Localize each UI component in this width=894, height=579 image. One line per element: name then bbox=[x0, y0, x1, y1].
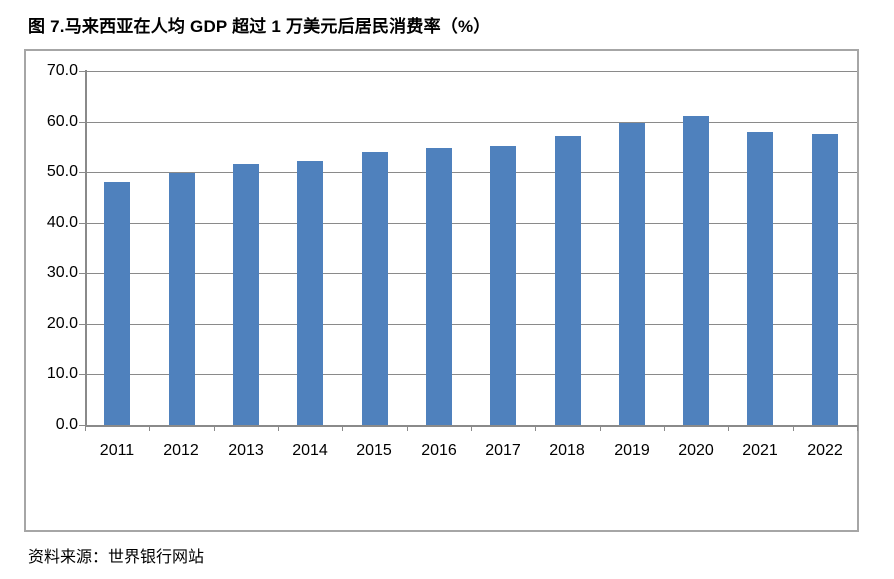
x-tick-mark bbox=[407, 425, 408, 431]
bar-2017 bbox=[490, 146, 516, 425]
y-tick-label: 10.0 bbox=[46, 365, 78, 382]
y-tick-mark bbox=[79, 223, 85, 224]
x-axis-line bbox=[85, 425, 857, 427]
bar-2012 bbox=[169, 173, 195, 425]
gridline bbox=[85, 223, 857, 224]
x-tick-mark bbox=[728, 425, 729, 431]
x-tick-mark bbox=[278, 425, 279, 431]
bar-2022 bbox=[812, 134, 838, 425]
x-axis-label: 2014 bbox=[292, 442, 328, 459]
x-tick-mark bbox=[342, 425, 343, 431]
source-note: 资料来源：世界银行网站 bbox=[28, 549, 205, 566]
gridline bbox=[85, 122, 857, 123]
gridline bbox=[85, 172, 857, 173]
y-axis-line bbox=[85, 70, 87, 425]
y-tick-label: 40.0 bbox=[46, 214, 78, 231]
y-tick-mark bbox=[79, 71, 85, 72]
y-tick-mark bbox=[79, 324, 85, 325]
x-axis-label: 2013 bbox=[228, 442, 264, 459]
x-axis-label: 2011 bbox=[99, 442, 135, 459]
y-tick-mark bbox=[79, 122, 85, 123]
x-axis-label: 2016 bbox=[421, 442, 457, 459]
y-tick-label: 0.0 bbox=[55, 416, 78, 433]
bar-2021 bbox=[747, 132, 773, 425]
gridline bbox=[85, 273, 857, 274]
x-axis-label: 2017 bbox=[485, 442, 521, 459]
bar-2020 bbox=[683, 116, 709, 425]
bar-2011 bbox=[104, 182, 130, 425]
y-tick-mark bbox=[79, 374, 85, 375]
x-tick-mark bbox=[471, 425, 472, 431]
bar-2015 bbox=[362, 152, 388, 425]
y-tick-label: 50.0 bbox=[46, 163, 78, 180]
x-tick-mark bbox=[85, 425, 86, 431]
bar-2016 bbox=[426, 148, 452, 425]
x-tick-mark bbox=[535, 425, 536, 431]
y-tick-mark bbox=[79, 425, 85, 426]
y-tick-label: 70.0 bbox=[46, 62, 78, 79]
y-tick-mark bbox=[79, 273, 85, 274]
bar-2018 bbox=[555, 136, 581, 425]
x-tick-mark bbox=[857, 425, 858, 431]
x-axis-label: 2019 bbox=[614, 442, 650, 459]
x-axis-label: 2015 bbox=[356, 442, 392, 459]
gridline bbox=[85, 71, 857, 72]
chart-frame: 0.0 10.0 20.0 30.0 40.0 50.0 60.0 70.0 2011 2012 2… bbox=[24, 49, 859, 532]
x-tick-mark bbox=[793, 425, 794, 431]
x-axis-label: 2018 bbox=[549, 442, 585, 459]
bar-2014 bbox=[297, 161, 323, 425]
page-title: 图 7.马来西亚在人均 GDP 超过 1 万美元后居民消费率（%） bbox=[28, 17, 491, 36]
y-tick-label: 60.0 bbox=[46, 113, 78, 130]
x-axis-label: 2021 bbox=[742, 442, 778, 459]
bar-2019 bbox=[619, 123, 645, 425]
gridline bbox=[85, 374, 857, 375]
x-tick-mark bbox=[664, 425, 665, 431]
x-axis-label: 2020 bbox=[678, 442, 714, 459]
x-tick-mark bbox=[214, 425, 215, 431]
y-tick-label: 30.0 bbox=[46, 264, 78, 281]
gridline bbox=[85, 324, 857, 325]
x-tick-mark bbox=[600, 425, 601, 431]
x-tick-mark bbox=[149, 425, 150, 431]
y-tick-mark bbox=[79, 172, 85, 173]
x-axis-label: 2012 bbox=[163, 442, 199, 459]
y-tick-label: 20.0 bbox=[46, 315, 78, 332]
x-axis-label: 2022 bbox=[807, 442, 843, 459]
bar-2013 bbox=[233, 164, 259, 425]
